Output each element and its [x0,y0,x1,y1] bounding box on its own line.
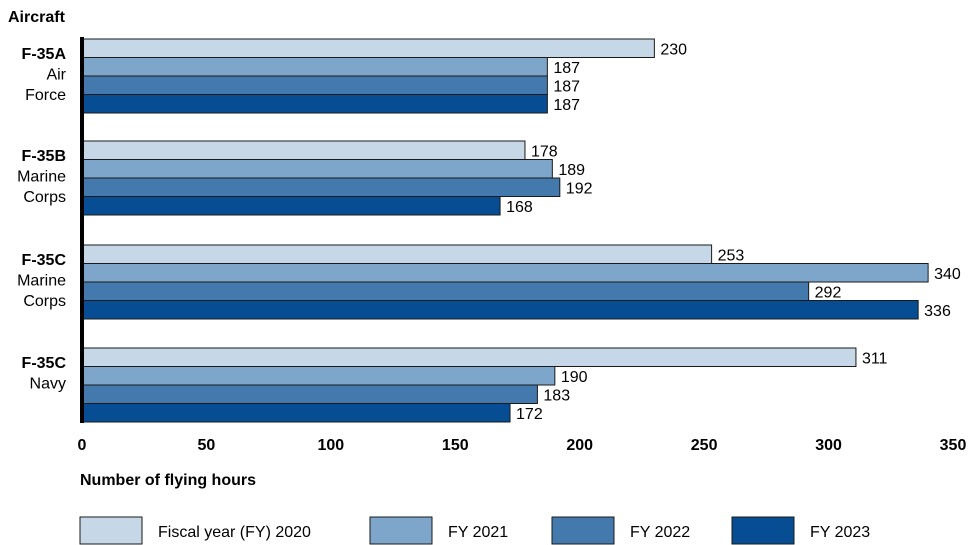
data-label: 187 [553,79,580,96]
bar [81,403,511,423]
bar [81,347,857,367]
data-label: 230 [660,42,687,59]
legend-label: FY 2023 [810,524,870,541]
bars: 2301871871871781891921682533402923363111… [81,38,961,423]
category-label: F-35A [22,46,67,63]
bar [81,366,556,386]
x-tick-label: 150 [442,437,469,454]
data-label: 311 [862,351,888,368]
legend-swatch [551,516,615,545]
category-sublabel: Navy [30,376,66,393]
data-label: 189 [558,162,585,179]
x-tick-label: 250 [691,437,718,454]
legend-swatch [79,516,143,545]
category-sublabel: Corps [23,293,66,310]
legend: Fiscal year (FY) 2020 FY 2021 FY 2022 FY 20… [79,516,870,545]
y-axis-title: Aircraft [8,9,66,26]
x-tick-label: 200 [566,437,593,454]
bar [81,159,553,179]
data-label: 178 [531,144,558,161]
legend-label: FY 2021 [448,524,508,541]
bar [81,94,548,114]
x-tick-label: 100 [318,437,345,454]
category-sublabel: Marine [17,169,66,186]
bar [81,75,548,95]
bar [81,38,655,58]
data-label: 187 [553,97,580,114]
data-label: 183 [543,388,570,405]
legend-label: FY 2022 [630,524,690,541]
bar [81,281,810,301]
category-label: F-35C [22,252,67,269]
bar [81,300,919,320]
data-label: 187 [553,60,580,77]
bar [81,384,538,404]
category-labels: F-35A Air Force F-35B Marine Corps F-35C Marine… [17,46,67,393]
bar [81,177,561,197]
data-label: 172 [516,406,543,423]
data-label: 336 [924,303,951,320]
bar [81,244,713,264]
category-label: F-35B [22,148,66,165]
data-label: 168 [506,199,533,216]
data-label: 292 [815,285,842,302]
category-sublabel: Marine [17,273,66,290]
legend-swatch [369,516,433,545]
category-sublabel: Corps [23,189,66,206]
x-axis-ticks: 0 50 100 150 200 250 300 350 [78,437,967,454]
x-tick-label: 50 [198,437,216,454]
data-label: 340 [934,266,961,283]
x-axis-title: Number of flying hours [80,472,256,489]
bar [81,140,526,160]
data-label: 190 [561,369,588,386]
legend-label: Fiscal year (FY) 2020 [158,524,311,541]
x-tick-label: 300 [815,437,842,454]
x-tick-label: 350 [940,437,967,454]
legend-swatch [731,516,795,545]
data-label: 192 [566,181,593,198]
data-label: 253 [718,248,745,265]
category-label: F-35C [22,355,67,372]
bar [81,196,501,216]
bar [81,263,929,283]
category-sublabel: Air [46,67,66,84]
x-tick-label: 0 [78,437,87,454]
bar [81,57,548,77]
category-sublabel: Force [25,87,66,104]
